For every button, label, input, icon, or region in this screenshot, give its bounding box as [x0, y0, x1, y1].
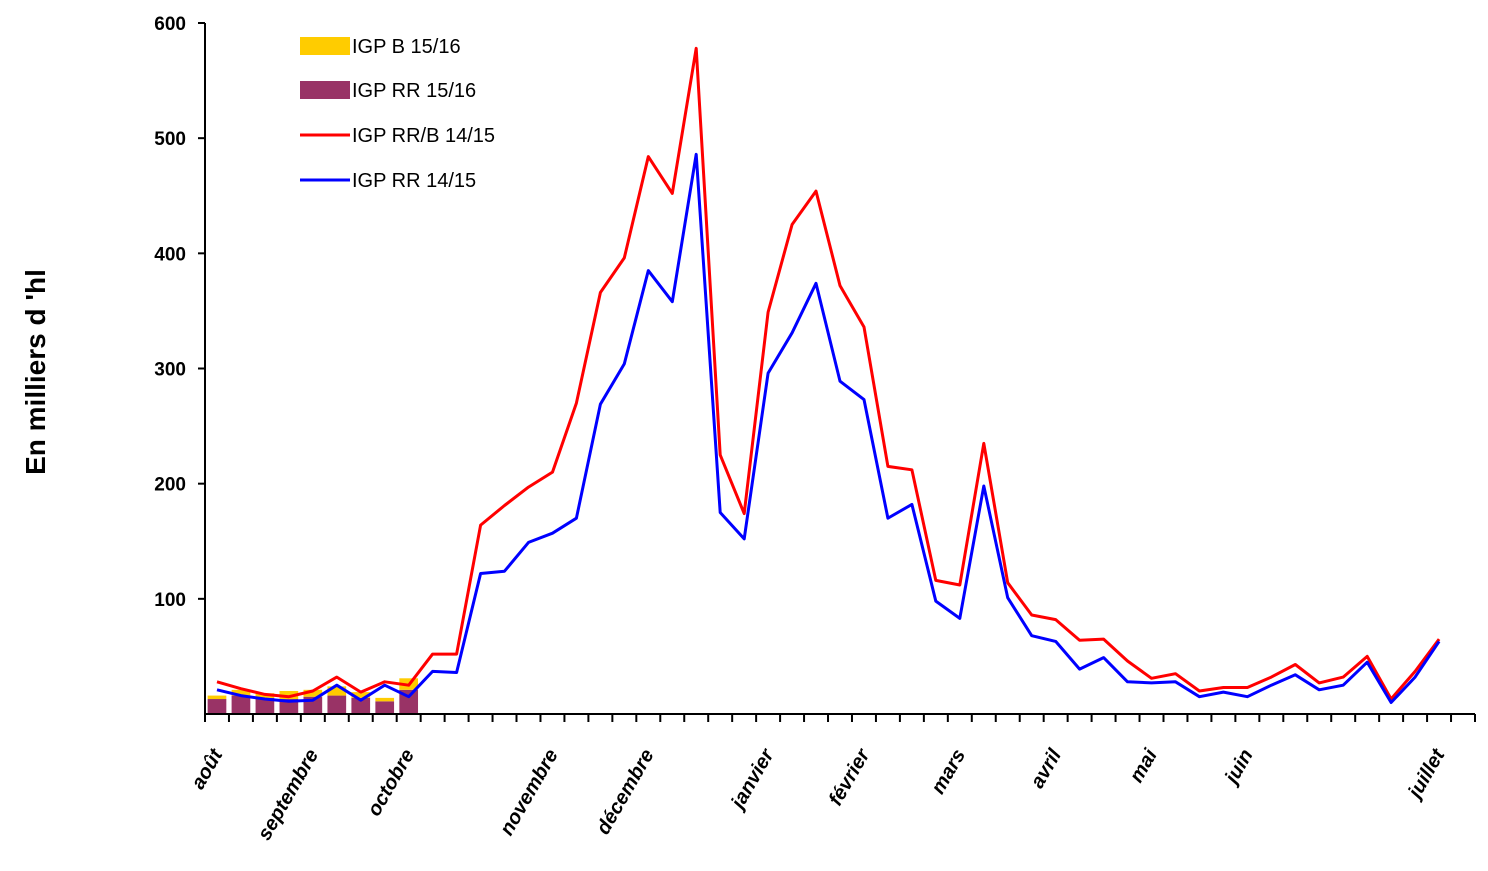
- bar-igp-rr-1516: [207, 699, 227, 714]
- bar-igp-b-1516: [351, 692, 371, 698]
- bar-igp-b-1516: [327, 686, 347, 696]
- y-tick-label: 100: [154, 590, 186, 611]
- bar-igp-b-1516: [303, 689, 323, 697]
- x-tick-label: mai: [1126, 745, 1163, 786]
- x-tick-label: mars: [927, 746, 970, 798]
- bar-igp-rr-1516: [231, 695, 251, 714]
- x-tick-label: août: [187, 744, 228, 793]
- y-tick-label: 500: [154, 129, 186, 150]
- x-tick-label: juin: [1219, 746, 1257, 790]
- line-layer: [216, 46, 1441, 704]
- bar-igp-rr-1516: [375, 701, 395, 714]
- bar-igp-b-1516: [279, 690, 299, 700]
- legend: IGP B 15/16 IGP RR 15/16 IGP RR/B 14/15 IGP…: [300, 36, 495, 192]
- legend-label: IGP RR/B 14/15: [352, 125, 495, 147]
- x-tick-label: février: [825, 744, 875, 809]
- x-tick-label: avril: [1026, 745, 1066, 792]
- line-igp-rr-1415: [216, 152, 1441, 704]
- bar-igp-rr-1516: [351, 697, 371, 714]
- x-tick-label: janvier: [726, 744, 779, 814]
- legend-label: IGP RR 14/15: [352, 170, 476, 192]
- bar-igp-b-1516: [231, 689, 251, 696]
- x-tick-label: octobre: [363, 746, 419, 821]
- legend-swatch: [300, 81, 350, 99]
- y-tick-label: 200: [154, 475, 186, 496]
- bar-igp-rr-1516: [279, 699, 299, 714]
- x-tick-label: juillet: [1403, 744, 1450, 804]
- x-tick-label: novembre: [496, 746, 563, 840]
- x-tick-label: septembre: [254, 746, 324, 845]
- y-tick-label: 600: [154, 14, 186, 35]
- bar-igp-b-1516: [375, 697, 395, 702]
- x-tick-label: décembre: [592, 746, 658, 839]
- legend-label: IGP RR 15/16: [352, 80, 476, 102]
- line-igp-rrb-1415: [216, 46, 1441, 701]
- bar-igp-rr-1516: [255, 697, 275, 714]
- bar-igp-b-1516: [207, 695, 227, 700]
- legend-label: IGP B 15/16: [352, 36, 461, 58]
- y-axis-label: En milliers d 'hl: [20, 269, 51, 475]
- bar-igp-rr-1516: [327, 695, 347, 714]
- y-tick-label: 400: [154, 244, 186, 265]
- y-tick-label: 300: [154, 360, 186, 381]
- legend-swatch: [300, 37, 350, 55]
